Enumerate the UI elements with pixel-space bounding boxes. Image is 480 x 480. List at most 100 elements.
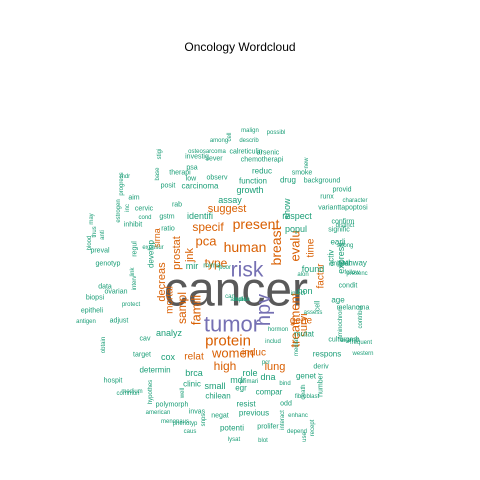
- word-migrat: migrat: [331, 261, 351, 268]
- word-biopsi: biopsi: [86, 295, 105, 302]
- word-jnk: jnk: [184, 247, 196, 263]
- word-function: function: [239, 177, 267, 186]
- word-popul: popul: [285, 224, 307, 234]
- word-estrogen: estrogen: [116, 199, 122, 222]
- word-can: can: [225, 294, 235, 300]
- word-use: use: [302, 432, 308, 442]
- word-analyz: analyz: [156, 328, 183, 338]
- word-evalu: evalu: [288, 230, 303, 261]
- word-melanoma: melanoma: [337, 305, 370, 312]
- word-determin: determin: [139, 366, 170, 375]
- word-inhibit: inhibit: [124, 222, 142, 229]
- word-provid: provid: [332, 187, 351, 194]
- word-identifi: identifi: [187, 211, 213, 221]
- word-snps: snps: [201, 414, 207, 427]
- word-alon: alon: [297, 272, 308, 278]
- chart-title: Oncology Wordcloud: [184, 40, 296, 54]
- word-polymorph: polymorph: [156, 402, 189, 409]
- word-varianttapoptosi: varianttapoptosi: [318, 205, 368, 212]
- word-decreas: decreas: [156, 262, 168, 302]
- word-thus: thus: [92, 226, 98, 237]
- word-enhanc: enhanc: [288, 413, 308, 419]
- word-observ: observ: [206, 175, 228, 182]
- word-presenc: presenc: [346, 271, 367, 277]
- word-cell: cell: [315, 300, 322, 311]
- word-ovarian: ovarian: [105, 289, 128, 296]
- word-western: western: [351, 351, 373, 357]
- word-frequent: frequent: [350, 340, 372, 346]
- word-pca: pca: [196, 234, 218, 249]
- word-base: base: [155, 167, 161, 181]
- word-assess: assess: [304, 310, 323, 316]
- word-fibroblast: fibroblast: [295, 394, 320, 400]
- word-exposur: exposur: [142, 245, 163, 251]
- word-posit: posit: [161, 183, 176, 190]
- word-signific: signific: [328, 227, 350, 234]
- word-cox: cox: [161, 352, 176, 362]
- word-cond: cond: [138, 215, 151, 221]
- word-aminochrom: aminochrom: [338, 306, 344, 339]
- word-number: number: [318, 372, 325, 396]
- word-chemotherapi: chemotherapi: [241, 157, 284, 164]
- word-drug: drug: [280, 176, 296, 185]
- word-possibl: possibl: [267, 130, 286, 136]
- word-genet: genet: [296, 372, 317, 381]
- word-odd: odd: [280, 401, 292, 408]
- word-examin: examin: [340, 338, 359, 344]
- word-resist: resist: [236, 400, 256, 409]
- word-invas: invas: [189, 409, 206, 416]
- word-negat: negat: [211, 413, 229, 420]
- word-blood: blood: [87, 236, 93, 251]
- word-preval: preval: [90, 248, 110, 255]
- word-tumor: tumor: [204, 312, 260, 337]
- word-follow: follow: [344, 270, 360, 276]
- word-dna: dna: [260, 372, 275, 382]
- word-smoke: smoke: [292, 170, 313, 177]
- word-strong: strong: [337, 243, 354, 249]
- word-mirna: mirna: [203, 263, 221, 270]
- word-role: role: [242, 368, 257, 378]
- word-hpv: hpv: [253, 294, 275, 326]
- word-respect: respect: [282, 211, 312, 221]
- word-runx: runx: [320, 194, 334, 201]
- word-sirna: sirna: [152, 228, 162, 248]
- word-time: time: [306, 238, 317, 257]
- word-inc: inc: [125, 204, 131, 212]
- word-contribut: contribut: [358, 305, 364, 328]
- word-brca: brca: [185, 368, 203, 378]
- word-progress: progress: [119, 172, 125, 195]
- word-prolifer: prolifer: [257, 424, 279, 431]
- word-mdr: mdr: [230, 375, 246, 385]
- word-high: high: [214, 359, 237, 373]
- word-describ: describ: [239, 138, 259, 144]
- word-sampl: sampl: [175, 292, 189, 324]
- word-poor: poor: [219, 265, 231, 271]
- word-american: american: [146, 410, 171, 416]
- word-small: small: [204, 381, 225, 391]
- word-age: age: [331, 296, 345, 305]
- word-famili: famili: [189, 295, 204, 325]
- word-may: may: [89, 213, 95, 224]
- word-includ: includ: [265, 339, 281, 345]
- word-mutat: mutat: [294, 330, 315, 339]
- word-malign: malign: [241, 128, 259, 134]
- word-genotyp: genotyp: [96, 261, 121, 268]
- word-arsenic: arsenic: [257, 150, 280, 157]
- word-develop: develop: [147, 239, 156, 268]
- word-type: type: [205, 256, 228, 270]
- word-death: death: [301, 384, 307, 399]
- word-pathway: pathway: [337, 259, 367, 268]
- word-anti: anti: [100, 230, 106, 240]
- word-cav: cav: [140, 336, 151, 343]
- word-epitheli: epitheli: [81, 308, 104, 315]
- word-suggest: suggest: [208, 203, 247, 215]
- word-stigi: stigi: [157, 149, 163, 160]
- word-mir: mir: [186, 261, 199, 271]
- word-osteosarcoma: osteosarcoma: [188, 149, 226, 155]
- word-hormon: hormon: [268, 327, 288, 333]
- word-gene: gene: [290, 316, 313, 327]
- word-relat: relat: [184, 352, 204, 363]
- word-hospit: hospit: [104, 378, 123, 385]
- word-pcr: pcr: [262, 360, 270, 366]
